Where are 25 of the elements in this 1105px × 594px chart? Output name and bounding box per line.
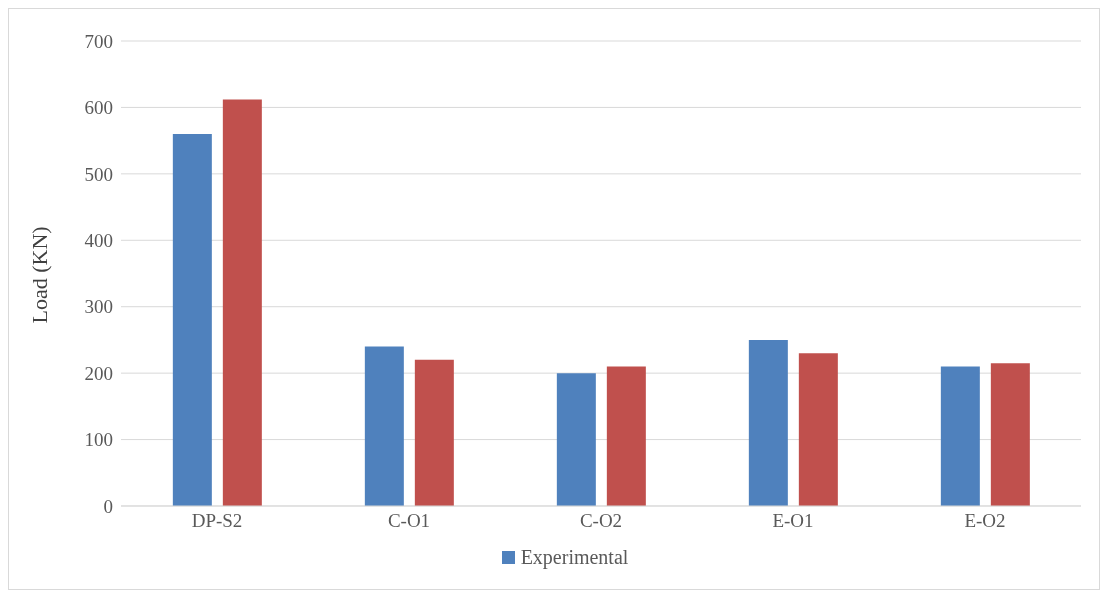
y-tick-label: 100 xyxy=(84,429,113,451)
y-axis-title: Load (KN) xyxy=(26,226,52,324)
legend-label: Experimental xyxy=(519,546,629,569)
bar xyxy=(940,366,980,506)
y-tick-label: 700 xyxy=(84,30,113,52)
bar xyxy=(172,134,212,506)
bar xyxy=(222,99,262,506)
bar xyxy=(748,339,788,506)
y-tick-label: 500 xyxy=(84,163,113,185)
x-tick-label: E-O1 xyxy=(772,510,814,532)
y-tick-label: 300 xyxy=(84,296,113,318)
bar xyxy=(556,373,596,506)
bar xyxy=(798,353,838,506)
bar xyxy=(364,346,404,506)
x-tick-label: C-O1 xyxy=(387,510,431,532)
y-tick-label: 200 xyxy=(84,362,113,384)
y-tick-label: 400 xyxy=(84,230,113,252)
y-tick-label: 600 xyxy=(84,97,113,119)
y-tick-label: 0 xyxy=(103,495,113,517)
x-tick-label: DP-S2 xyxy=(191,510,243,532)
bar xyxy=(606,366,646,506)
bar xyxy=(414,359,454,506)
bar xyxy=(990,363,1030,506)
x-tick-label: C-O2 xyxy=(579,510,623,532)
x-tick-label: E-O2 xyxy=(964,510,1006,532)
